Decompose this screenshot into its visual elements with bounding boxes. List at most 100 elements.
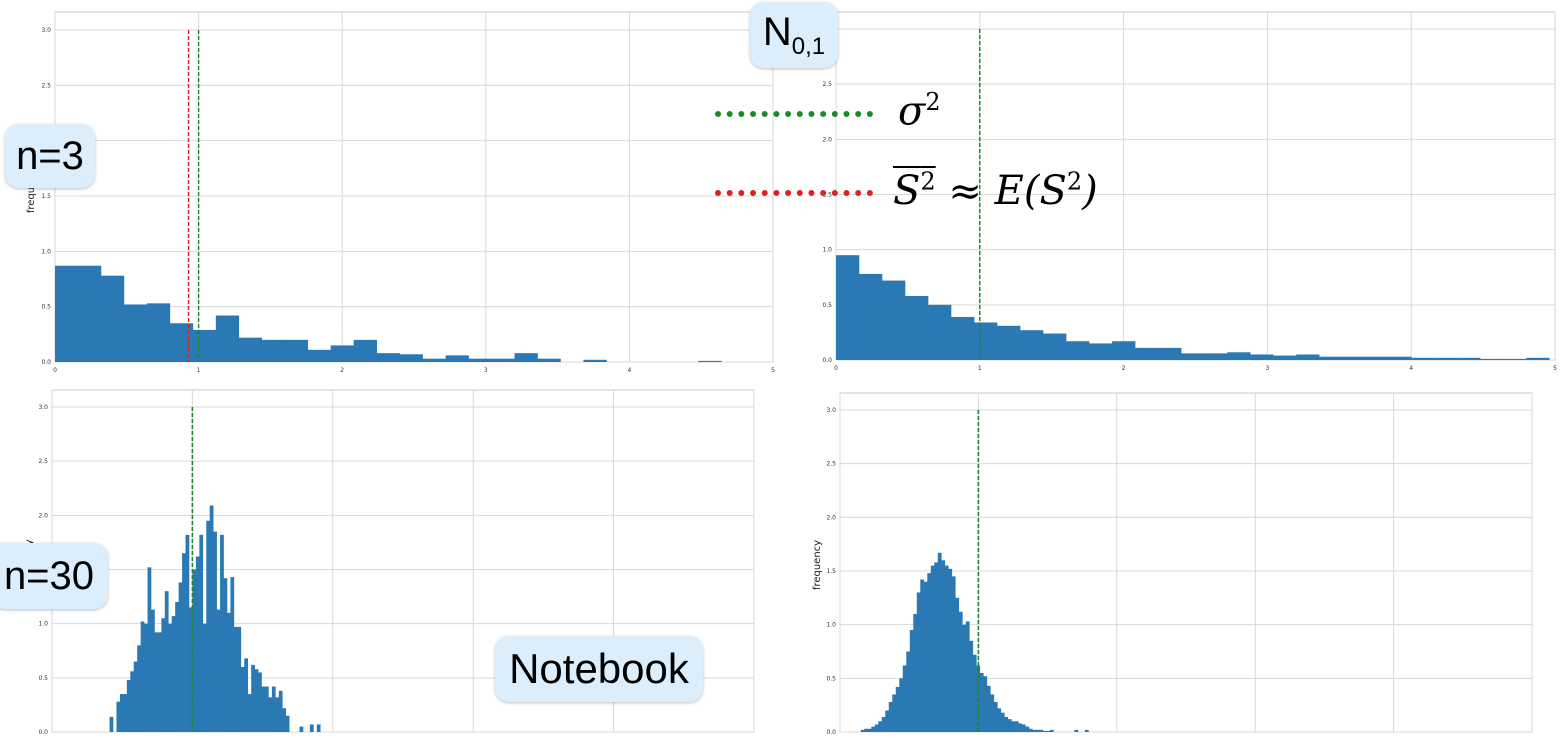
- y-tick-label: 1.0: [38, 621, 48, 628]
- histogram-bar: [77, 265, 102, 362]
- histogram-bar: [913, 613, 918, 732]
- mean-s2-lhs: S2: [893, 168, 936, 215]
- histogram-bar: [244, 658, 249, 732]
- notebook-label: Notebook: [509, 645, 689, 692]
- histogram-bar: [993, 701, 998, 732]
- bars: [55, 265, 722, 362]
- histogram-bar: [1296, 354, 1320, 360]
- sigma-symbol: σ: [898, 88, 926, 135]
- histogram-bar: [1158, 347, 1182, 360]
- histogram-bar: [376, 353, 400, 362]
- histogram-bar: [892, 694, 897, 732]
- x-tick-label: 5: [1553, 365, 1557, 372]
- histogram-bar: [223, 578, 228, 732]
- histogram-bar: [969, 640, 974, 732]
- histogram-bar: [278, 690, 283, 732]
- histogram-bar: [979, 672, 984, 732]
- y-tick-label: 2.5: [822, 81, 832, 88]
- histogram-bar: [906, 651, 911, 732]
- histogram-bar: [965, 621, 970, 732]
- histogram-bar: [123, 304, 148, 362]
- histogram-bar: [178, 582, 183, 732]
- y-tick-label: 3.0: [38, 404, 48, 411]
- y-tick-label: 0.0: [38, 729, 48, 736]
- histogram-bar: [261, 686, 266, 732]
- y-tick-label: 0.5: [826, 675, 836, 682]
- histogram-top-right: 0.0 0.5 1.0 1.5 2.0 2.5 0 1 2 3 4 5: [780, 0, 1563, 385]
- histogram-bar: [899, 678, 904, 732]
- histogram-bar: [1480, 358, 1504, 360]
- histogram-bar: [157, 632, 162, 732]
- histogram-bar: [189, 607, 193, 732]
- y-tick-label: 2.5: [826, 461, 836, 468]
- histogram-bar: [309, 724, 314, 732]
- histogram-bar: [268, 697, 273, 732]
- expected-s2: E(S2): [994, 168, 1098, 215]
- histogram-bar: [399, 354, 423, 362]
- histogram-bar: [275, 697, 280, 732]
- histogram-bar: [951, 316, 975, 360]
- histogram-bar: [934, 562, 939, 732]
- histogram-bar: [1227, 352, 1251, 360]
- y-tick-label: 1.5: [826, 568, 836, 575]
- histogram-bar: [271, 686, 276, 732]
- histogram-bar: [171, 616, 176, 732]
- histogram-bar: [137, 645, 141, 732]
- mean-s2-legend-line: [715, 190, 873, 196]
- y-tick-label: 2.0: [38, 512, 48, 519]
- x-tick-label: 3: [1265, 365, 1269, 372]
- histogram-bar: [169, 323, 194, 362]
- histogram-bar: [1319, 356, 1343, 360]
- y-tick-label: 1.0: [822, 247, 832, 254]
- histogram-bar: [1365, 356, 1389, 360]
- n3-label-bubble: n=3: [5, 124, 95, 188]
- histogram-bar: [1020, 330, 1044, 360]
- histogram-bar: [972, 654, 977, 732]
- x-tick-label: 4: [627, 367, 631, 374]
- histogram-bar: [220, 534, 224, 732]
- histogram-bar: [491, 358, 515, 362]
- histogram-bar: [144, 623, 148, 732]
- notebook-button[interactable]: Notebook: [495, 636, 703, 702]
- histogram-bar: [192, 329, 217, 362]
- histogram-bar: [986, 685, 991, 732]
- plot-frame: [835, 11, 1556, 361]
- y-tick-label: 3.0: [41, 27, 51, 34]
- histogram-bar: [282, 708, 287, 732]
- histogram-bar: [468, 358, 492, 362]
- histogram-bar: [240, 667, 245, 732]
- histogram-bar: [888, 701, 893, 732]
- y-tick-label: 1.0: [41, 248, 51, 255]
- histogram-bar: [836, 255, 860, 360]
- n30-label-bubble: n=30: [0, 543, 108, 609]
- grid-lines: [839, 393, 1533, 733]
- histogram-bar: [55, 265, 79, 362]
- y-tick-label: 2.0: [822, 136, 832, 143]
- histogram-bar: [1049, 729, 1054, 732]
- histogram-bar: [133, 661, 138, 732]
- histogram-bar: [146, 303, 171, 362]
- histogram-bar: [1411, 357, 1435, 360]
- histogram-bar: [948, 568, 953, 732]
- histogram-bar: [237, 626, 242, 732]
- x-tick-label: 4: [1409, 365, 1413, 372]
- histogram-bar: [881, 716, 886, 732]
- histogram-bar: [1007, 719, 1012, 732]
- histogram-bar: [130, 671, 135, 732]
- histogram-bar: [1503, 358, 1527, 360]
- histogram-bar: [1066, 341, 1090, 360]
- histogram-bar: [140, 621, 145, 732]
- histogram-bar: [161, 618, 166, 732]
- histogram-bar: [1084, 729, 1089, 732]
- x-tick-label: 3: [484, 367, 488, 374]
- histogram-bar: [109, 716, 114, 732]
- bars: [836, 255, 1550, 360]
- histogram-bar: [233, 626, 238, 732]
- histogram-bar: [168, 623, 173, 732]
- x-tick-label: 0: [53, 367, 57, 374]
- histogram-bar: [1526, 357, 1550, 360]
- histogram-bar: [215, 315, 240, 362]
- histogram-bar: [199, 534, 204, 732]
- histogram-bar: [882, 280, 906, 360]
